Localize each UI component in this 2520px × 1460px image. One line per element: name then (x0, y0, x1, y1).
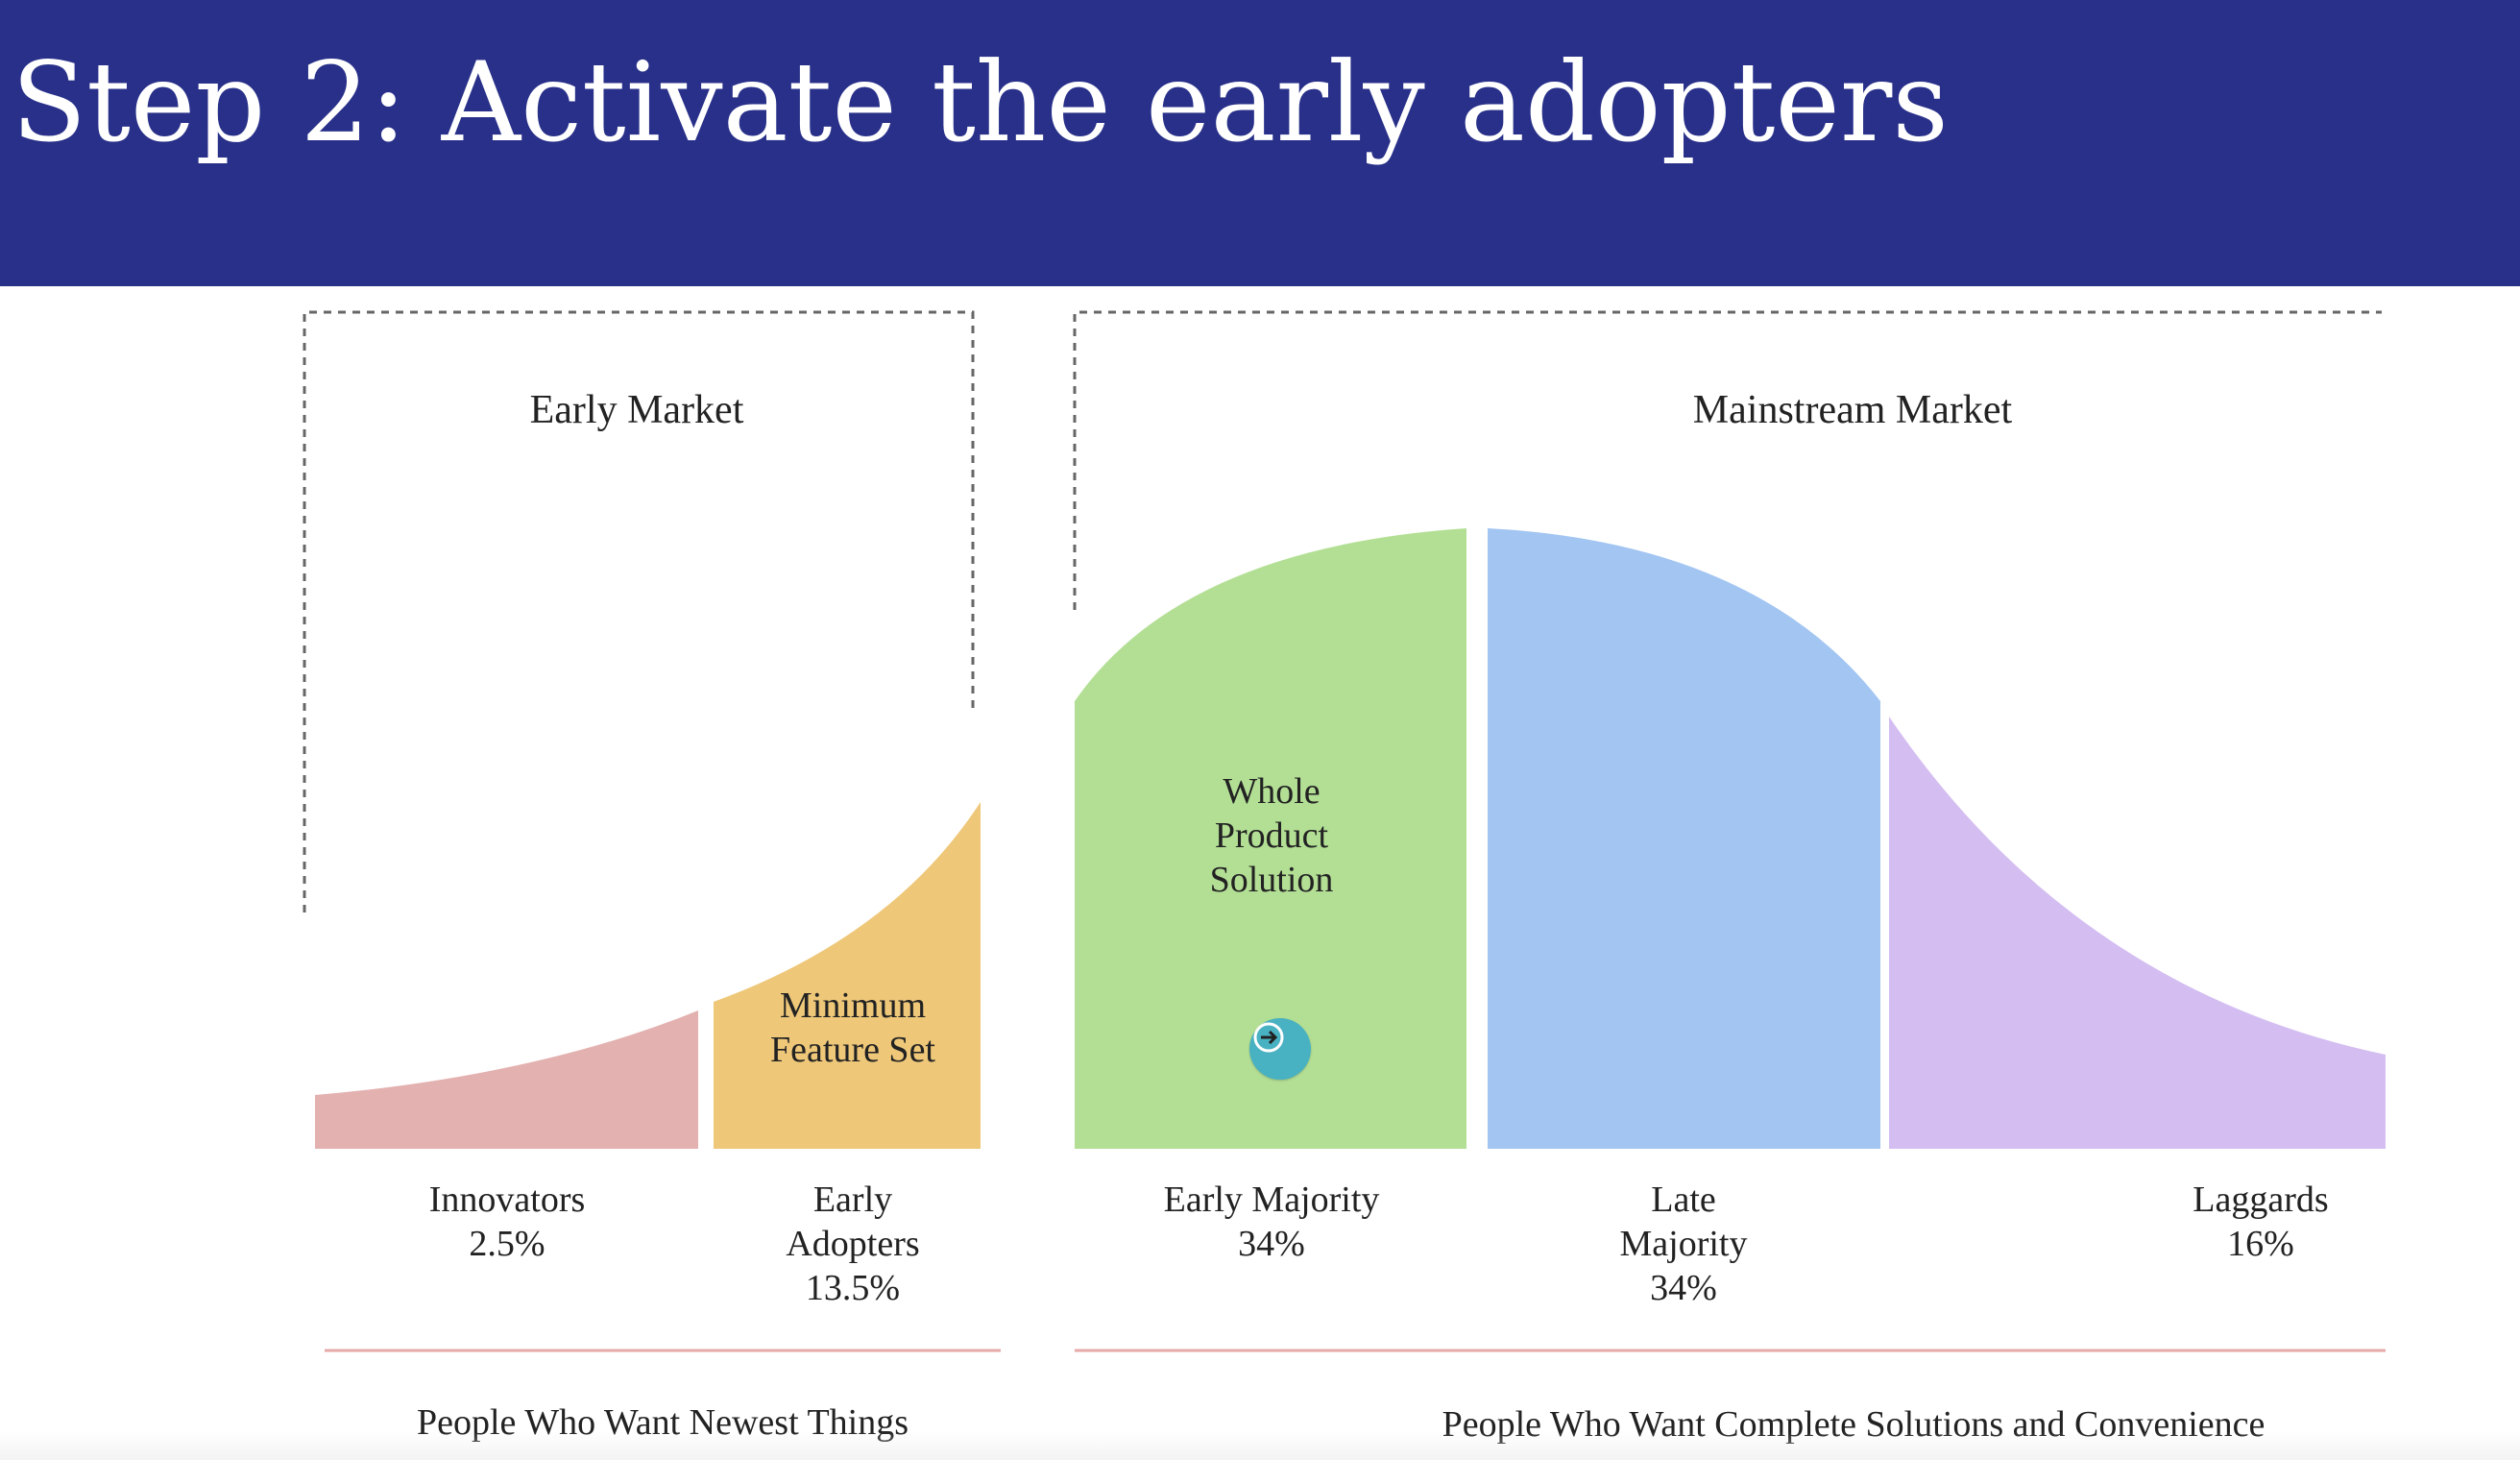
early-majority-name: Early Majority (1163, 1180, 1380, 1220)
minimum-feature-set-line-1: Minimum (779, 986, 927, 1026)
late-majority-name-line-2: Majority (1619, 1224, 1748, 1264)
minimum-feature-set-line-2: Feature Set (769, 1030, 936, 1070)
segment-innovators (315, 1010, 698, 1149)
early-adopters-name-line-1: Early (812, 1180, 893, 1220)
segment-label-early-adopters: Early Adopters 13.5% (786, 1178, 919, 1310)
early-market-label: Early Market (529, 388, 744, 432)
innovators-name: Innovators (428, 1180, 586, 1220)
mainstream-market-box (1073, 310, 2382, 610)
late-majority-name-line-1: Late (1651, 1180, 1716, 1220)
laggards-share: 16% (2227, 1224, 2294, 1264)
next-arrow-button[interactable] (1249, 1018, 1311, 1080)
whole-product-solution-label: Whole Product Solution (1210, 769, 1334, 902)
segment-label-laggards: Laggards 16% (2193, 1178, 2328, 1266)
mainstream-market-label: Mainstream Market (1692, 388, 2013, 432)
whole-product-solution-line-3: Solution (1209, 860, 1334, 900)
slide-title: Step 2: Activate the early adopters (12, 38, 1949, 166)
segment-label-late-majority: Late Majority 34% (1620, 1178, 1748, 1310)
segment-early-adopters (714, 802, 981, 1149)
early-majority-share: 34% (1238, 1224, 1305, 1264)
title-bar: Step 2: Activate the early adopters (0, 0, 2520, 286)
whole-product-solution-line-2: Product (1214, 815, 1329, 856)
segment-label-innovators: Innovators 2.5% (429, 1178, 586, 1266)
segment-laggards (1889, 717, 2386, 1149)
minimum-feature-set-label: Minimum Feature Set (770, 984, 935, 1072)
early-adopters-share: 13.5% (805, 1268, 901, 1308)
segment-early-majority (1075, 528, 1466, 1149)
segment-label-early-majority: Early Majority 34% (1164, 1178, 1380, 1266)
laggards-name: Laggards (2193, 1180, 2329, 1220)
innovators-share: 2.5% (469, 1224, 545, 1264)
arrow-right-icon (1253, 1022, 1284, 1053)
whole-product-solution-line-1: Whole (1223, 771, 1321, 812)
bottom-fade (0, 1431, 2520, 1460)
early-adopters-name-line-2: Adopters (786, 1224, 920, 1264)
late-majority-share: 34% (1650, 1268, 1717, 1308)
segment-late-majority (1488, 528, 1880, 1149)
